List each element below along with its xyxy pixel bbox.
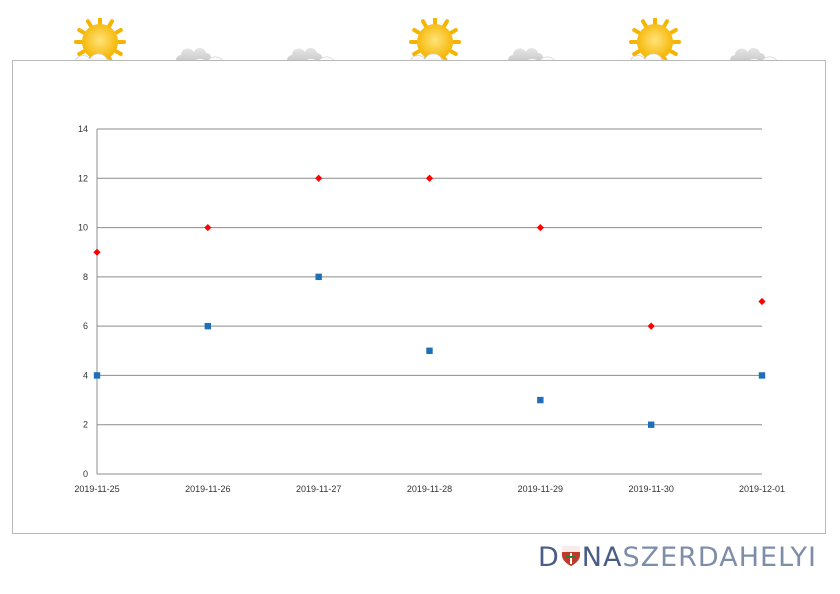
data-points [93,174,766,428]
y-tick-label: 8 [83,272,88,282]
data-point-series-2 [204,322,212,330]
data-point-series-1 [204,223,212,232]
y-tick-label: 10 [78,223,88,233]
y-tick-label: 14 [78,124,88,134]
brand-letter-d: D [538,542,560,573]
data-point-series-2 [426,347,433,354]
data-point-series-2 [93,372,101,379]
data-point-series-2 [758,372,766,379]
data-point-series-1 [93,248,101,256]
y-tick-label: 0 [83,469,88,479]
brand-logo[interactable]: D NASZERDAHELYI [538,542,817,576]
y-tick-labels: 0 2 4 6 8 10 12 14 [78,124,88,479]
data-point-series-2 [537,396,544,404]
data-point-series-1 [315,174,323,182]
y-tick-label: 12 [78,173,88,183]
grid-layer [97,128,762,426]
y-tick-label: 2 [83,420,88,430]
brand-text-szerdahelyi: SZERDAHELYI [622,542,817,573]
x-tick-label: 2019-11-29 [518,484,563,494]
data-point-series-1 [647,322,655,330]
data-point-series-1 [536,223,544,232]
data-point-series-2 [315,273,322,281]
brand-text-na: NA [581,542,623,573]
x-tick-label: 2019-12-01 [739,484,785,494]
data-point-series-2 [647,421,655,428]
x-tick-label: 2019-11-26 [185,484,230,494]
axis-layer [96,129,762,475]
data-point-series-1 [758,297,766,306]
x-tick-labels: 2019-11-25 2019-11-26 2019-11-27 2019-11-28… [74,484,785,494]
y-tick-label: 6 [83,321,88,331]
x-tick-label: 2019-11-28 [407,484,452,494]
x-tick-label: 2019-11-27 [296,484,341,494]
data-point-series-1 [425,174,434,182]
chart-frame [12,60,826,534]
x-tick-label: 2019-11-25 [74,484,119,494]
brand-emblem-icon [560,542,582,573]
x-tick-label: 2019-11-30 [628,484,673,494]
y-tick-label: 4 [83,370,88,380]
